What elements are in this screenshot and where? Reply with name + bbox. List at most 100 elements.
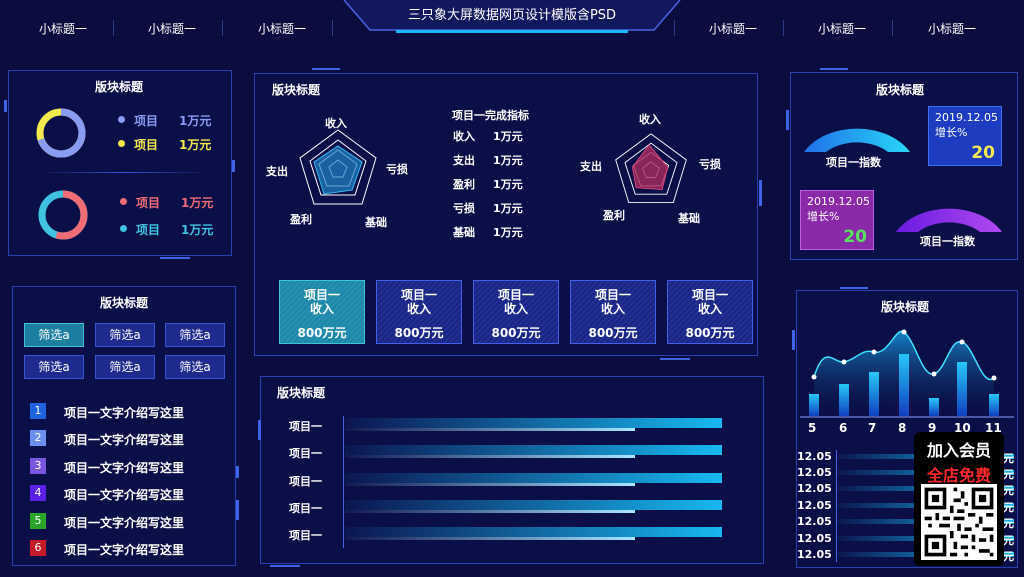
donut-panel-title: 版块标题 [95, 80, 144, 94]
radar-axis-label: 支出 [580, 160, 602, 173]
x-tick-label: 7 [868, 421, 877, 435]
stat-card-line2: 收入 [503, 302, 528, 316]
promo-card[interactable]: 加入会员 全店免费 [914, 432, 1004, 566]
indicator-label: 亏损 [453, 202, 475, 215]
hbar-bar [345, 455, 635, 458]
legend-value: 1万元 [181, 196, 214, 210]
legend-dot [120, 198, 127, 205]
nav-left-1[interactable]: 小标题一 [39, 22, 88, 36]
radar-panel-title: 版块标题 [272, 83, 321, 97]
list-number-badge: 1 [30, 403, 46, 419]
gauge-label: 项目一指数 [920, 235, 975, 248]
hbar-bar [345, 510, 635, 513]
stat-card-value: 800万元 [491, 326, 541, 340]
list-item[interactable]: 项目一文字介绍写这里 [64, 488, 185, 502]
legend-dot [118, 116, 125, 123]
list-item[interactable]: 项目一文字介绍写这里 [64, 406, 185, 420]
indicator-value: 1万元 [493, 178, 523, 191]
stat-card-value: 800万元 [297, 326, 347, 340]
radar-axis-label: 亏损 [386, 163, 408, 176]
promo-line1: 加入会员 [926, 441, 991, 460]
list-item[interactable]: 项目一文字介绍写这里 [64, 461, 185, 475]
hbar-panel-title: 版块标题 [277, 386, 326, 400]
stat-card-value: 800万元 [588, 326, 638, 340]
filter-button[interactable]: 筛选a [95, 323, 155, 347]
list-number-badge: 4 [30, 485, 46, 501]
row-date: 12.05 [797, 482, 832, 495]
nav-left-2[interactable]: 小标题一 [148, 22, 197, 36]
nav-right-2[interactable]: 小标题一 [818, 22, 867, 36]
filter-panel-title: 版块标题 [100, 296, 149, 310]
list-item[interactable]: 项目一文字介绍写这里 [64, 516, 185, 530]
panel-corner-accent [160, 257, 190, 259]
legend-label: 项目 [136, 196, 161, 210]
hbar-bar [345, 428, 635, 431]
filter-button[interactable]: 筛选a [24, 323, 84, 347]
hbar-bar [345, 483, 635, 486]
list-item[interactable]: 项目一文字介绍写这里 [64, 433, 185, 447]
radar-axis-label: 收入 [639, 113, 661, 126]
filter-button[interactable]: 筛选a [165, 355, 225, 379]
indicators-title: 项目一完成指标 [452, 109, 529, 122]
radar-axis-label: 基础 [678, 212, 700, 225]
area-panel-title: 版块标题 [881, 300, 930, 314]
indicator-label: 支出 [453, 154, 475, 167]
stat-card[interactable]: 项目一 收入 800万元 [667, 280, 753, 344]
panel-corner-accent [232, 160, 235, 172]
x-tick-label: 6 [839, 421, 848, 435]
row-date: 12.05 [797, 499, 832, 512]
panel-corner-accent [4, 100, 7, 112]
gauge-label: 项目一指数 [826, 156, 881, 169]
list-number-badge: 6 [30, 540, 46, 556]
x-tick-label: 11 [985, 421, 1002, 435]
filter-button[interactable]: 筛选a [24, 355, 84, 379]
panel-corner-accent [786, 110, 789, 130]
indicator-value: 1万元 [493, 154, 523, 167]
legend-value: 1万元 [179, 138, 212, 152]
nav-separator [113, 20, 114, 36]
legend-label: 项目 [136, 223, 161, 237]
radar-axis-label: 亏损 [699, 158, 721, 171]
filter-button[interactable]: 筛选a [165, 323, 225, 347]
radar-chart-1 [299, 129, 377, 205]
indicator-value: 1万元 [493, 226, 523, 239]
stat-card[interactable]: 项目一 收入 800万元 [473, 280, 559, 344]
list-item[interactable]: 项目一文字介绍写这里 [64, 543, 185, 557]
x-tick-label: 5 [808, 421, 817, 435]
stat-card-line2: 收入 [600, 302, 625, 316]
stat-card[interactable]: 项目一 收入 800万元 [570, 280, 656, 344]
x-tick-label: 10 [954, 421, 971, 435]
nav-right-3[interactable]: 小标题一 [928, 22, 977, 36]
nav-separator [332, 20, 333, 36]
badge-date: 2019.12.05 [935, 111, 998, 124]
hbar-bar [345, 445, 722, 455]
badge-value: 20 [843, 227, 867, 247]
stat-card-line1: 项目一 [594, 288, 631, 302]
donut-chart-1 [36, 108, 86, 158]
stat-card[interactable]: 项目一 收入 800万元 [376, 280, 462, 344]
growth-badge: 2019.12.05 增长% 20 [928, 106, 1002, 166]
filter-button[interactable]: 筛选a [95, 355, 155, 379]
row-suffix: 元 [1003, 468, 1014, 481]
row-suffix: 元 [1003, 550, 1014, 563]
stat-card-line2: 收入 [406, 302, 431, 316]
nav-separator [892, 20, 893, 36]
indicator-value: 1万元 [493, 130, 523, 143]
list-number-badge: 2 [30, 430, 46, 446]
indicator-label: 基础 [453, 226, 475, 239]
nav-right-1[interactable]: 小标题一 [709, 22, 758, 36]
row-suffix: 元 [1003, 452, 1014, 465]
badge-date: 2019.12.05 [807, 195, 870, 208]
nav-left-3[interactable]: 小标题一 [258, 22, 307, 36]
panel-corner-accent [660, 358, 690, 360]
stat-card-line1: 项目一 [691, 288, 728, 302]
area-chart [800, 329, 1014, 418]
qr-code-icon [921, 484, 997, 560]
stat-card[interactable]: 项目一 收入 800万元 [279, 280, 365, 344]
stat-card-value: 800万元 [394, 326, 444, 340]
nav-separator [783, 20, 784, 36]
legend-label: 项目 [134, 114, 159, 128]
panel-corner-accent [258, 420, 261, 440]
row-date: 12.05 [797, 532, 832, 545]
growth-badge: 2019.12.05 增长% 20 [800, 190, 874, 250]
